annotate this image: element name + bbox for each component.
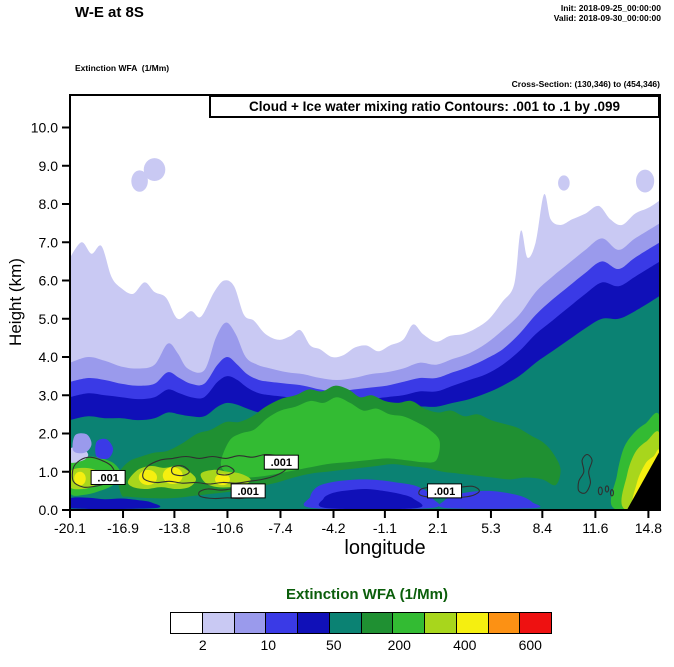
valid-time: Valid: 2018-09-30_00:00:00 [553,13,661,23]
x-tick-label: -16.9 [107,520,139,536]
y-tick-label: 9.0 [39,158,59,174]
colorbar-cell [170,612,203,634]
colorbar-cell [519,612,552,634]
y-tick-label: 8.0 [39,196,59,212]
init-valid-block: Init: 2018-09-25_00:00:00 Valid: 2018-09… [554,3,661,23]
contour-label-box [427,483,463,499]
high-cloud-patch-2 [143,158,166,182]
x-axis-title: longitude [344,537,426,559]
contour-info-box: Cloud + Ice water mixing ratio Contours:… [209,95,660,118]
contour-label: .001 [271,457,292,469]
high-cloud-patch-1 [131,170,148,192]
x-tick-label: -20.1 [54,520,86,536]
x-tick-label: -1.1 [373,520,397,536]
y-tick-label: 3.0 [39,387,59,403]
left-surface-yellow [74,471,86,486]
y-tick-label: 10.0 [31,120,58,136]
y-tick-label: 7.0 [39,234,59,250]
x-tick-label: -4.2 [321,520,345,536]
high-cloud-patch-4 [635,169,655,193]
colorbar-tick-label: 50 [325,637,342,653]
terrain-mask [626,450,660,510]
colorbar [170,612,552,634]
x-tick-label: 2.1 [428,520,448,536]
contour-label-box [90,469,126,485]
bottom-left-darkblue [70,497,161,510]
streak-a-yellow-1 [138,469,158,486]
colorbar-cell [328,612,362,634]
cloud-contour-line [216,465,235,476]
x-tick-label: -10.6 [211,520,243,536]
colorbar-cell [297,612,330,634]
x-tick-label: 14.8 [635,520,662,536]
colorbar-tick-label: 10 [260,637,277,653]
x-tick-label: 8.4 [533,520,553,536]
bl-blue-blob [95,438,114,460]
colorbar-cell [233,612,267,634]
x-tick-label: 5.3 [481,520,501,536]
colorbar-title: Extinction WFA (1/Mm) [286,586,448,603]
cloud-contour-line [604,485,610,493]
colorbar-labels: 2 10 50 200 400 600 [170,637,563,655]
contour-label: .001 [237,486,258,498]
x-tick-label: -13.8 [158,520,190,536]
y-tick-label: 1.0 [39,464,59,480]
init-time: Init: 2018-09-25_00:00:00 [560,3,661,13]
y-tick-label: 6.0 [39,273,59,289]
colorbar-cell [360,612,394,634]
colorbar-cell [487,612,521,634]
cloud-contour-line [609,489,614,497]
colorbar-cell [424,612,457,634]
page-title: W-E at 8S [75,4,144,21]
cloud-contour-line [597,486,603,496]
cloud-contour-line [577,453,593,494]
contour-label: .001 [434,486,455,498]
colorbar-cell [265,612,298,634]
contour-label-box [230,483,266,499]
colorbar-tick-label: 2 [198,637,207,653]
y-tick-label: 2.0 [39,426,59,442]
colorbar-tick-label: 400 [453,637,477,653]
y-tick-label: 5.0 [39,311,59,327]
y-tick-label: 0.0 [39,502,59,518]
y-tick-label: 4.0 [39,349,59,365]
contour-label: .001 [97,472,118,484]
high-cloud-patch-3 [558,175,570,191]
bottom-right-blue [438,490,541,509]
bl-mid-lavender [72,433,92,454]
cloud-contour-line [71,456,116,488]
y-axis-title: Height (km) [6,258,25,346]
colorbar-tick-label: 200 [387,637,411,653]
streak-a-yellow-2 [162,467,183,484]
bottom-center-darkblue [318,488,423,510]
colorbar-cell [201,612,235,634]
colorbar-cell [392,612,425,634]
contour-label-box [263,454,299,470]
x-tick-label: 11.6 [582,520,608,536]
cross-section-label: Cross-Section: (130,346) to (454,346) [511,79,660,89]
colorbar-tick-label: 600 [518,637,542,653]
cloud-contour-line [170,465,190,477]
field-extinction-label: Extinction WFA (1/Mm) [75,63,170,73]
x-tick-label: -7.4 [268,520,292,536]
colorbar-cell [455,612,489,634]
